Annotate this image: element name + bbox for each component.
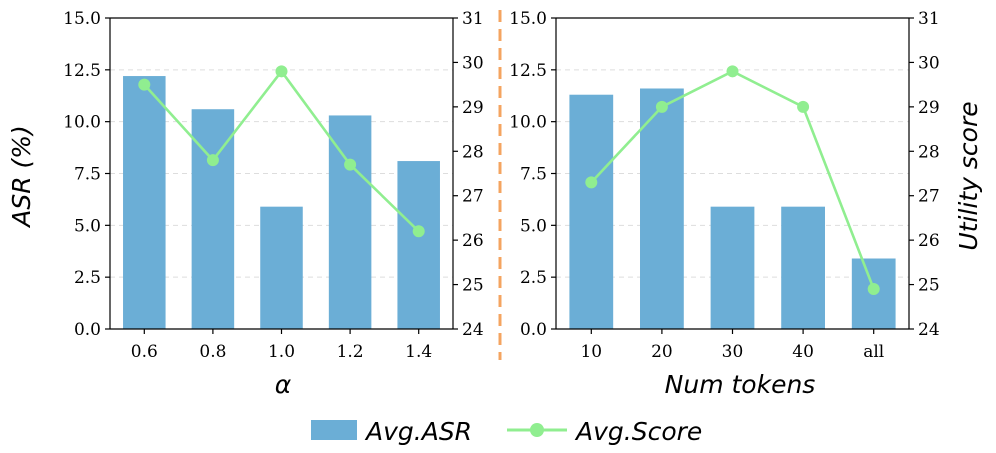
- y2-tick-label: 29: [462, 98, 484, 118]
- x-tick-label: 30: [722, 342, 744, 362]
- y-tick-label: 0.0: [74, 320, 101, 340]
- y2-tick-label: 25: [462, 276, 484, 296]
- bar-right-0: [569, 94, 614, 329]
- y2-tick-label: 29: [918, 98, 940, 118]
- x-tick-label: 20: [651, 342, 673, 362]
- y2-tick-label: 26: [918, 231, 940, 251]
- y-tick-label: 10.0: [63, 113, 101, 133]
- x-axis-label-right: Num tokens: [665, 370, 816, 399]
- y2-tick-label: 31: [462, 9, 484, 29]
- y2-tick-label: 25: [918, 276, 940, 296]
- bar-right-1: [640, 88, 684, 329]
- score-point-left-2: [275, 65, 288, 78]
- x-tick-label: 0.6: [131, 342, 158, 362]
- y-tick-label: 7.5: [520, 165, 547, 185]
- score-point-right-1: [655, 100, 668, 113]
- y2-tick-label: 28: [918, 142, 940, 162]
- y2-tick-label: 30: [462, 53, 484, 73]
- y-tick-label: 15.0: [63, 9, 101, 29]
- bar-right-2: [710, 206, 755, 329]
- y2-tick-label: 24: [918, 320, 940, 340]
- y-tick-label: 12.5: [509, 61, 547, 81]
- y-axis-label-left: ASR (%): [7, 125, 36, 229]
- score-point-right-0: [585, 176, 598, 189]
- y-tick-label: 0.0: [520, 320, 547, 340]
- left-panel: 0.0 2.5 5.0 7.5 10.0 12.5 15.0 24 25 26 27 28 29 30 31…: [63, 9, 484, 362]
- y2-tick-label: 27: [462, 187, 484, 207]
- y2-tick-label: 27: [918, 187, 940, 207]
- score-point-right-4: [867, 283, 880, 296]
- x-tick-label: 1.4: [405, 342, 432, 362]
- legend-label-avg-asr: Avg.ASR: [364, 417, 472, 446]
- bar-left-0: [123, 76, 166, 329]
- x-tick-label: 0.8: [199, 342, 226, 362]
- y2-axis-label-right: Utility score: [954, 101, 983, 250]
- y-tick-label: 5.0: [74, 216, 101, 236]
- right-panel: 0.0 2.5 5.0 7.5 10.0 12.5 15.0 24 25 26 27 28 29 30 31…: [509, 9, 940, 362]
- x-tick-label: 10: [580, 342, 602, 362]
- legend-label-avg-score: Avg.Score: [574, 417, 702, 446]
- x-tick-label: 40: [792, 342, 814, 362]
- score-point-right-3: [797, 100, 810, 113]
- x-tick-label: 1.2: [337, 342, 364, 362]
- legend-bar-swatch: [311, 420, 357, 440]
- y2-tick-label: 28: [462, 142, 484, 162]
- bar-left-2: [260, 206, 303, 329]
- y-tick-label: 2.5: [520, 268, 547, 288]
- score-point-left-0: [138, 78, 151, 91]
- y-tick-label: 2.5: [74, 268, 101, 288]
- score-point-right-2: [726, 65, 739, 78]
- bar-left-3: [328, 115, 372, 330]
- y2-tick-label: 30: [918, 53, 940, 73]
- y-tick-label: 10.0: [509, 113, 547, 133]
- x-tick-label: 1.0: [268, 342, 295, 362]
- y2-tick-label: 24: [462, 320, 484, 340]
- x-axis-label-left: α: [275, 370, 292, 399]
- x-tick-label: all: [863, 342, 884, 362]
- y2-tick-label: 26: [462, 231, 484, 251]
- score-point-left-1: [206, 154, 219, 167]
- y-tick-label: 12.5: [63, 61, 101, 81]
- y-tick-label: 7.5: [74, 165, 101, 185]
- y2-tick-label: 31: [918, 9, 940, 29]
- y-tick-label: 5.0: [520, 216, 547, 236]
- score-point-left-4: [412, 225, 425, 238]
- bar-left-4: [397, 161, 440, 329]
- legend-line-marker: [530, 423, 544, 437]
- legend: Avg.ASR Avg.Score: [311, 417, 702, 446]
- y-tick-label: 15.0: [509, 9, 547, 29]
- score-point-left-3: [344, 158, 357, 171]
- bar-right-3: [781, 206, 825, 329]
